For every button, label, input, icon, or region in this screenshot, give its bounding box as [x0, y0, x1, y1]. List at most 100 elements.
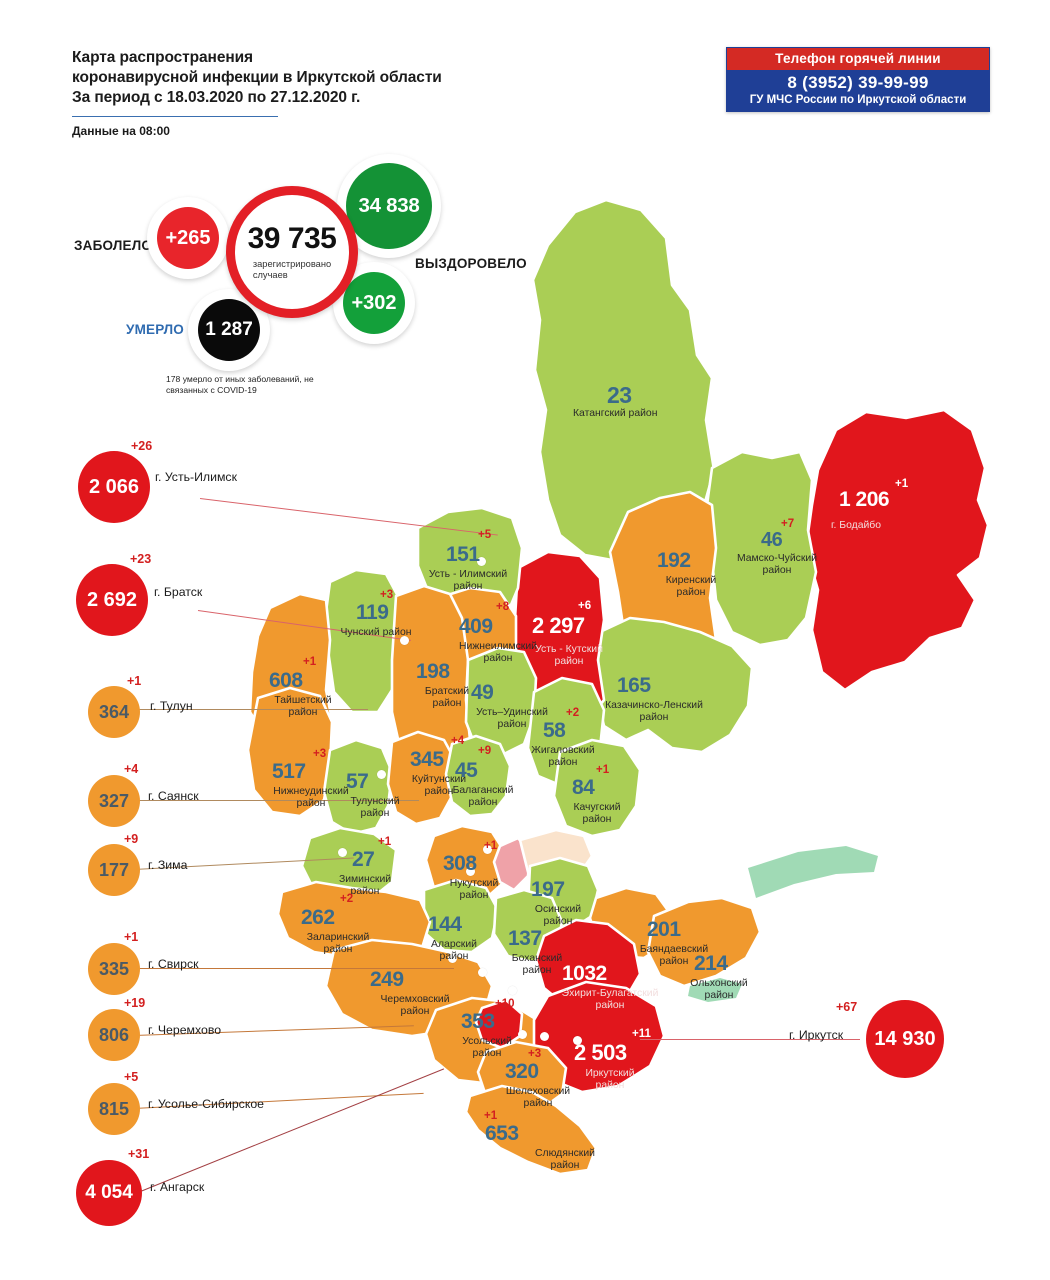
district-shape-bodaibo: [804, 408, 990, 692]
district-value-kazachinsko-lensky: 165: [617, 674, 651, 697]
callout-name-irkutsk: г. Иркутск: [789, 1028, 844, 1042]
district-name-kirensky: Киренский район: [665, 575, 717, 598]
district-value-usolsky: 353: [461, 1010, 495, 1033]
district-shape-kazachinsko-lensky: [594, 616, 754, 754]
callout-value-svirsk: 335: [88, 943, 140, 995]
district-value-kachugsky: 84: [572, 776, 595, 799]
callout-delta-ust-ilimsk: +26: [131, 439, 153, 453]
city-dot-bratsk: [400, 636, 409, 645]
callout-name-cheremkhovo: г. Черемхово: [148, 1023, 222, 1037]
deaths-value: 1 287: [205, 319, 253, 340]
district-value-zhigalovsky: 58: [543, 719, 566, 742]
callout-value-irkutsk: 14 930: [866, 1000, 944, 1078]
district-value-ust-ilimsky: 151: [446, 543, 480, 566]
district-value-mamsko-chuysky: 46: [761, 529, 783, 551]
total-cases-value: 39 735: [247, 221, 337, 255]
district-delta-kachugsky: +1: [596, 764, 610, 776]
hotline-body: 8 (3952) 39-99-99 ГУ МЧС России по Иркут…: [727, 70, 989, 111]
callout-value-usolye-sibirskoe: 815: [88, 1083, 140, 1135]
district-name-mamsko-chuysky: Мамско-Чуйский район: [736, 553, 818, 576]
callout-name-bratsk: г. Братск: [154, 585, 203, 599]
callout-delta-irkutsk: +67: [836, 1000, 858, 1014]
callout-name-tulun: г. Тулун: [150, 699, 193, 713]
district-shape-kachugsky: [552, 738, 642, 838]
district-value-taishetsky: 608: [269, 669, 303, 692]
district-name-balagansky: Балаганский район: [452, 785, 514, 808]
city-dot-ust-ilimsk: [477, 557, 486, 566]
district-delta-balagansky: +9: [478, 745, 492, 757]
district-name-taishetsky: Тайшетский район: [274, 695, 332, 718]
city-dot-zima: [338, 848, 347, 857]
hotline-box: Телефон горячей линии 8 (3952) 39-99-99 …: [726, 47, 990, 112]
district-value-slyudyansky: 653: [485, 1122, 519, 1145]
district-shape-slyudyansky: [464, 1084, 598, 1176]
leader-line-svirsk: [134, 968, 454, 970]
callout-delta-angarsk: +31: [128, 1147, 150, 1161]
callout-name-sayansk: г. Саянск: [148, 789, 199, 803]
hotline-phone-number[interactable]: 8 (3952) 39-99-99: [787, 73, 929, 92]
district-shape-alarsky: [422, 878, 500, 954]
recovered-new-circle: +302: [343, 272, 405, 334]
district-shape-olkhonsky: [646, 896, 762, 988]
district-name-usolsky: Усольский район: [462, 1036, 512, 1059]
district-value-zalarinsky: 262: [301, 906, 335, 929]
district-name-alarsky: Аларский район: [431, 939, 477, 962]
district-name-osinsky: Осинский район: [534, 904, 582, 927]
total-caption-line-1: зарегистрировано: [252, 258, 332, 269]
district-name-ust-udinsky: Усть–Удинский район: [476, 707, 548, 730]
district-name-cheremkhovsky: Черемховский район: [380, 994, 450, 1017]
recovered-new-value: +302: [351, 291, 397, 314]
city-dot-balagansk: [483, 845, 492, 854]
district-name-ust-kutsky: Усть - Кутский район: [535, 644, 603, 667]
callout-name-angarsk: г. Ангарск: [150, 1180, 205, 1194]
district-value-chunsky: 119: [356, 601, 389, 624]
district-name-ust-ilimsky: Усть - Илимский район: [428, 569, 508, 592]
district-value-ziminsky: 27: [352, 848, 375, 871]
district-value-ust-udinsky: 49: [471, 681, 494, 704]
callout-value-sayansk: 327: [88, 775, 140, 827]
district-delta-shelekhovsky: +3: [528, 1048, 542, 1060]
district-name-chunsky: Чунский район: [340, 627, 412, 638]
district-name-ziminsky: Зиминский район: [338, 874, 392, 897]
callout-delta-usolye-sibirskoe: +5: [124, 1070, 139, 1084]
district-name-tulunsky: Тулунский район: [350, 796, 400, 819]
district-delta-kuytunsky: +4: [451, 735, 465, 747]
district-value-bratsky: 198: [416, 660, 450, 683]
district-delta-nizhneudinsky: +3: [313, 748, 327, 760]
district-delta-slyudyansky: +1: [484, 1110, 498, 1122]
district-name-katangsky: Катангский район: [573, 408, 658, 419]
district-shape-tulunsky: [322, 738, 394, 836]
district-value-alarsky: 144: [428, 913, 462, 936]
title-line-1: Карта распространения: [72, 49, 253, 66]
district-value-balagansky: 45: [455, 759, 478, 782]
district-delta-mamsko-chuysky: +7: [781, 518, 795, 530]
callout-value-zima: 177: [88, 844, 140, 896]
district-value-olkhonsky: 214: [694, 952, 728, 975]
district-delta-nizhneilimsky: +8: [496, 601, 510, 613]
callout-value-cheremkhovo: 806: [88, 1009, 140, 1061]
district-value-kuytunsky: 345: [410, 748, 444, 771]
city-dot-tulun: [377, 770, 386, 779]
district-value-katangsky: 23: [607, 382, 632, 408]
city-dot-shelekhov: [518, 1030, 527, 1039]
callout-delta-bratsk: +23: [130, 552, 152, 566]
city-dot-usolye: [478, 968, 487, 977]
district-delta-taishetsky: +1: [303, 656, 317, 668]
district-delta-ust-kutsky: +6: [578, 600, 592, 612]
district-value-nizhneudinsky: 517: [272, 760, 306, 783]
district-value-kirensky: 192: [657, 549, 691, 572]
hotline-organization: ГУ МЧС России по Иркутской области: [749, 94, 967, 106]
title-line-2: коронавирусной инфекции в Иркутской обла…: [72, 69, 442, 86]
district-shape-angarsk-city-area: [474, 998, 524, 1050]
title-line-3: За период с 18.03.2020 по 27.12.2020 г.: [72, 89, 361, 106]
city-dot-irkutsk-2: [540, 1032, 549, 1041]
district-name-ekhirit-bulagatsky: Эхирит-Булагатский район: [561, 988, 659, 1011]
district-name-nizhneudinsky: Нижнеудинский район: [273, 786, 349, 809]
district-name-olkhonsky: Ольхонский район: [690, 978, 748, 1001]
stat-label-recovered: ВЫЗДОРОВЕЛО: [415, 256, 527, 271]
district-name-nukutsky: Нукутский район: [449, 878, 499, 901]
district-name-bodaibo: г. Бодайбо: [831, 520, 882, 531]
callout-name-svirsk: г. Свирск: [148, 957, 199, 971]
district-name-irkutsky: Иркутский район: [585, 1068, 635, 1091]
